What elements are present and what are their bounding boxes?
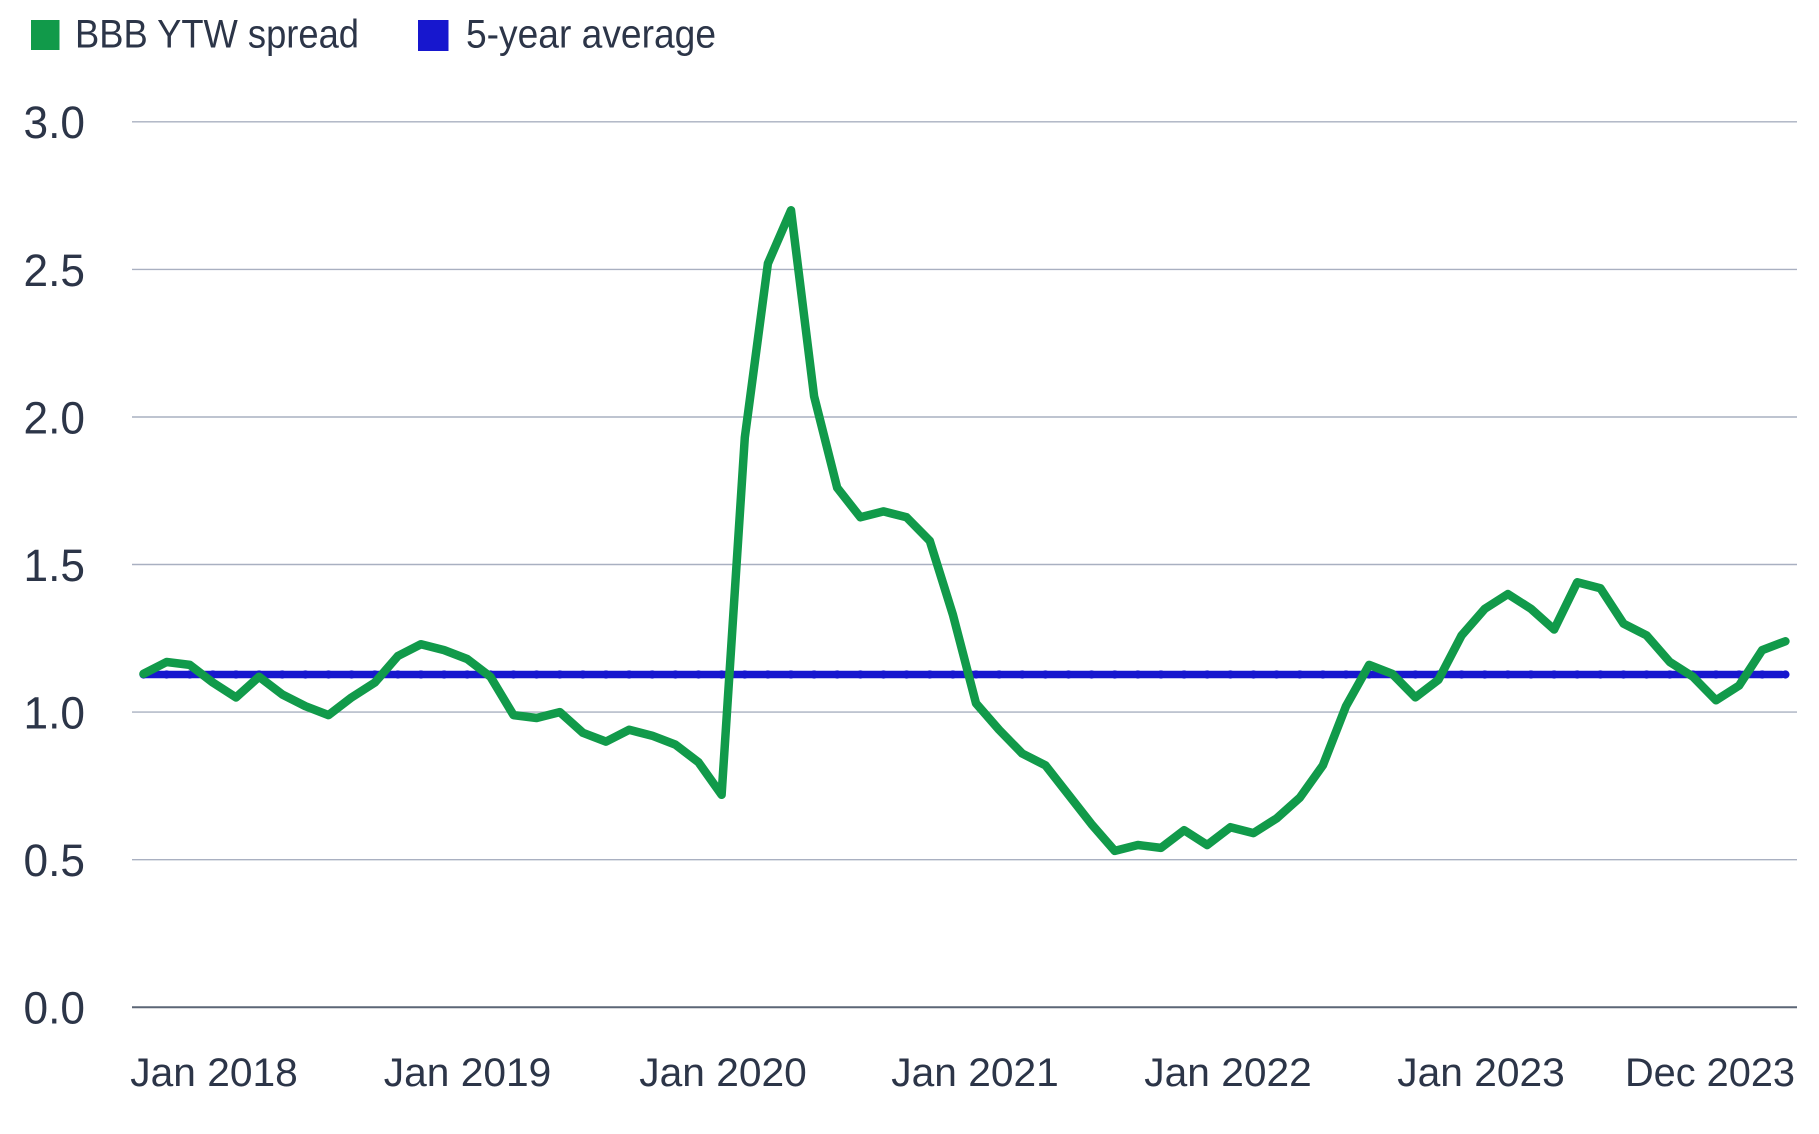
svg-text:2.0: 2.0 <box>24 392 86 443</box>
svg-text:Jan 2022: Jan 2022 <box>1144 1051 1312 1095</box>
svg-text:0.5: 0.5 <box>24 835 86 886</box>
svg-text:Dec 2023: Dec 2023 <box>1625 1051 1795 1095</box>
svg-text:5-year average: 5-year average <box>466 13 716 57</box>
svg-text:Jan 2018: Jan 2018 <box>130 1051 298 1095</box>
svg-text:Jan 2020: Jan 2020 <box>639 1051 807 1095</box>
svg-text:Jan 2023: Jan 2023 <box>1397 1051 1565 1095</box>
svg-text:2.5: 2.5 <box>24 245 86 296</box>
svg-text:0.0: 0.0 <box>24 983 86 1034</box>
svg-text:Jan 2019: Jan 2019 <box>384 1051 552 1095</box>
svg-text:Jan 2021: Jan 2021 <box>891 1051 1059 1095</box>
svg-text:1.5: 1.5 <box>24 540 86 591</box>
svg-text:1.0: 1.0 <box>24 688 86 739</box>
svg-text:BBB YTW spread: BBB YTW spread <box>75 13 359 57</box>
svg-text:3.0: 3.0 <box>24 97 86 148</box>
